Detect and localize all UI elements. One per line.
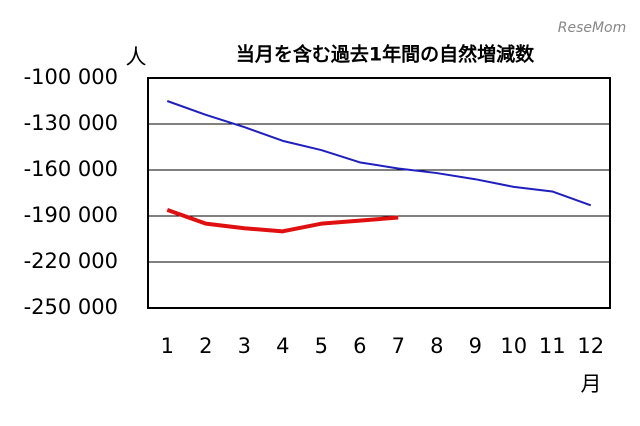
x-tick-label: 11 — [539, 334, 566, 358]
x-tick-label: 8 — [430, 334, 443, 358]
line-series — [166, 100, 592, 207]
x-tick-label: 3 — [238, 334, 251, 358]
x-tick-label: 1 — [161, 334, 174, 358]
y-tick-label: -160 000 — [24, 157, 118, 181]
chart-title: 当月を含む過去1年間の自然増減数 — [236, 43, 535, 66]
x-axis-label: 月 — [581, 372, 602, 396]
line-series — [166, 207, 399, 234]
plot-frame — [147, 77, 611, 309]
x-tick-label: 12 — [577, 334, 604, 358]
x-tick-label: 4 — [276, 334, 289, 358]
y-tick-label: -250 000 — [24, 295, 118, 319]
x-tick-label: 7 — [392, 334, 405, 358]
y-axis-label: 人 — [126, 45, 147, 69]
y-tick-label: -100 000 — [24, 65, 118, 89]
x-tick-label: 5 — [315, 334, 328, 358]
y-tick-label: -220 000 — [24, 249, 118, 273]
y-tick-label: -190 000 — [24, 203, 118, 227]
x-tick-label: 6 — [353, 334, 366, 358]
y-tick-label: -130 000 — [24, 111, 118, 135]
watermark: ReseMom — [558, 20, 627, 36]
x-tick-label: 9 — [469, 334, 482, 358]
x-tick-label: 2 — [199, 334, 212, 358]
x-tick-label: 10 — [500, 334, 527, 358]
